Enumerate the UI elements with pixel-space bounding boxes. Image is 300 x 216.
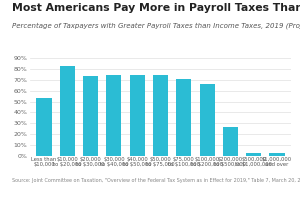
Bar <box>200 84 215 156</box>
Text: @TaxFoundation: @TaxFoundation <box>229 203 288 210</box>
Bar <box>36 98 52 156</box>
Bar <box>106 75 122 156</box>
Text: Percentage of Taxpayers with Greater Payroll Taxes than Income Taxes, 2019 (Proj: Percentage of Taxpayers with Greater Pay… <box>12 23 300 29</box>
Bar <box>60 67 75 156</box>
Bar <box>153 75 168 156</box>
Text: Source: Joint Committee on Taxation, "Overview of the Federal Tax System as in E: Source: Joint Committee on Taxation, "Ov… <box>12 178 300 183</box>
Bar <box>223 127 238 156</box>
Text: TAX FOUNDATION: TAX FOUNDATION <box>12 204 84 210</box>
Bar <box>83 76 98 156</box>
Text: Most Americans Pay More in Payroll Taxes Than in Income Taxes: Most Americans Pay More in Payroll Taxes… <box>12 3 300 13</box>
Bar <box>130 75 145 156</box>
Bar <box>176 79 191 156</box>
Bar <box>269 153 285 156</box>
Bar <box>246 153 261 156</box>
